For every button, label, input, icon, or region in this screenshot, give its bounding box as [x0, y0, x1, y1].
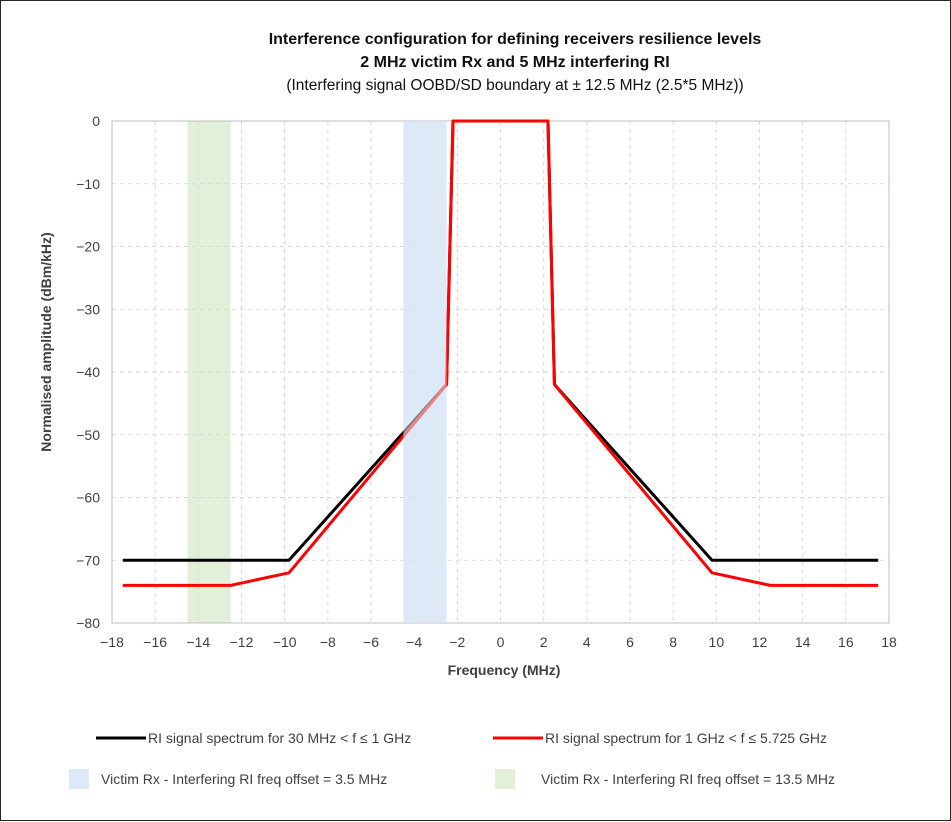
- y-tick-label: −10: [76, 176, 100, 192]
- y-tick-label: −30: [76, 301, 100, 317]
- x-tick-label: 10: [709, 634, 725, 650]
- legend-label-green-band: Victim Rx - Interfering RI freq offset =…: [541, 771, 835, 787]
- y-tick-label: −80: [76, 615, 100, 631]
- x-tick-label: 4: [583, 634, 591, 650]
- y-tick-label: −70: [76, 552, 100, 568]
- x-tick-label: −14: [186, 634, 210, 650]
- x-tick-label: 6: [626, 634, 634, 650]
- x-tick-label: 12: [752, 634, 768, 650]
- y-tick-label: −20: [76, 239, 100, 255]
- x-tick-label: 0: [497, 634, 505, 650]
- plot-area: −18 −16 −14 −12 −10 −8 −6 −4 −2 0 2 4 6 8 10 12 14 16 180−…: [76, 113, 897, 650]
- x-axis-title: Frequency (MHz): [448, 662, 561, 678]
- series-line-1: [122, 119, 879, 587]
- x-tick-label: −12: [230, 634, 254, 650]
- y-tick-label: −60: [76, 490, 100, 506]
- legend-swatch-green-band: [495, 769, 515, 789]
- x-tick-label: −16: [143, 634, 167, 650]
- legend-label-black-series: RI signal spectrum for 30 MHz < f ≤ 1 GH…: [148, 730, 411, 746]
- y-tick-label: −50: [76, 427, 100, 443]
- x-tick-label: 8: [669, 634, 677, 650]
- legend-swatch-blue-band: [69, 769, 89, 789]
- chart-title: Interference configuration for defining …: [269, 31, 762, 48]
- band-overlay: [403, 121, 447, 623]
- y-tick-label: −40: [76, 364, 100, 380]
- chart-subtitle-2: (Interfering signal OOBD/SD boundary at …: [286, 77, 743, 94]
- chart-subtitle: 2 MHz victim Rx and 5 MHz interfering RI: [360, 54, 669, 71]
- y-tick-label: 0: [92, 113, 100, 129]
- legend: RI signal spectrum for 30 MHz < f ≤ 1 GH…: [69, 730, 835, 789]
- x-tick-label: 14: [795, 634, 811, 650]
- x-tick-label: −8: [320, 634, 336, 650]
- x-tick-label: 18: [881, 634, 897, 650]
- x-tick-label: −18: [100, 634, 124, 650]
- x-tick-label: −10: [273, 634, 297, 650]
- y-axis-title: Normalised amplitude (dBm/kHz): [38, 232, 54, 451]
- legend-label-blue-band: Victim Rx - Interfering RI freq offset =…: [101, 771, 387, 787]
- x-tick-label: −4: [406, 634, 422, 650]
- x-tick-label: 2: [540, 634, 548, 650]
- legend-label-red-series: RI signal spectrum for 1 GHz < f ≤ 5.725…: [545, 730, 827, 746]
- x-tick-label: −2: [449, 634, 465, 650]
- x-tick-label: −6: [363, 634, 379, 650]
- x-tick-label: 16: [838, 634, 854, 650]
